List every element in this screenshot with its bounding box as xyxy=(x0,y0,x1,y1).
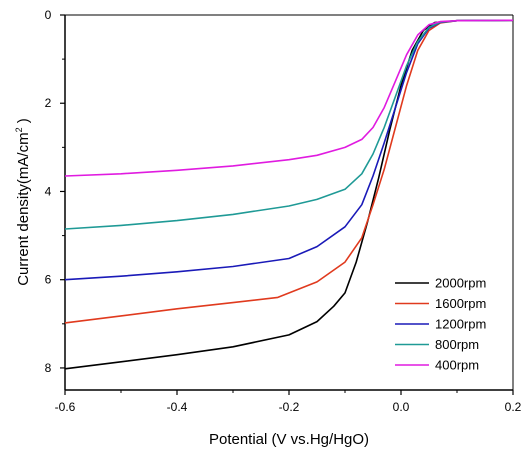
y-axis-title-tail: ) xyxy=(15,118,32,127)
y-tick-label: 8 xyxy=(45,361,52,375)
y-tick-label: 2 xyxy=(45,96,52,110)
x-axis-title: Potential (V vs.Hg/HgO) xyxy=(209,431,369,448)
legend-label: 1200rpm xyxy=(435,317,486,332)
series-line-400rpm xyxy=(64,19,514,177)
legend-label: 2000rpm xyxy=(435,276,486,291)
legend-label: 800rpm xyxy=(435,337,479,352)
plot-frame xyxy=(64,14,514,391)
legend: 2000rpm 1600rpm 1200rpm 800rpm 400rpm xyxy=(395,276,486,373)
x-tick-label: -0.4 xyxy=(167,400,188,414)
y-tick-label: 4 xyxy=(45,184,52,198)
series-line-800rpm xyxy=(64,19,514,230)
x-ticks: -0.6 -0.4 -0.2 0.0 0.2 xyxy=(55,390,522,414)
y-axis-title-main: Current density(mA/cm xyxy=(15,132,32,285)
y-ticks: 0 2 4 6 8 xyxy=(45,8,65,375)
series-line-1600rpm xyxy=(64,19,514,324)
series-layer xyxy=(64,19,514,370)
legend-label: 1600rpm xyxy=(435,296,486,311)
y-axis-title: Current density(mA/cm2 ) xyxy=(14,118,32,286)
x-tick-label: 0.0 xyxy=(393,400,410,414)
series-line-1200rpm xyxy=(64,19,514,281)
x-tick-label: 0.2 xyxy=(505,400,522,414)
x-tick-label: -0.6 xyxy=(55,400,76,414)
x-tick-label: -0.2 xyxy=(279,400,300,414)
legend-label: 400rpm xyxy=(435,358,479,373)
y-axis-title-superscript: 2 xyxy=(14,127,24,132)
y-tick-label: 6 xyxy=(45,273,52,287)
y-tick-label: 0 xyxy=(45,8,52,22)
